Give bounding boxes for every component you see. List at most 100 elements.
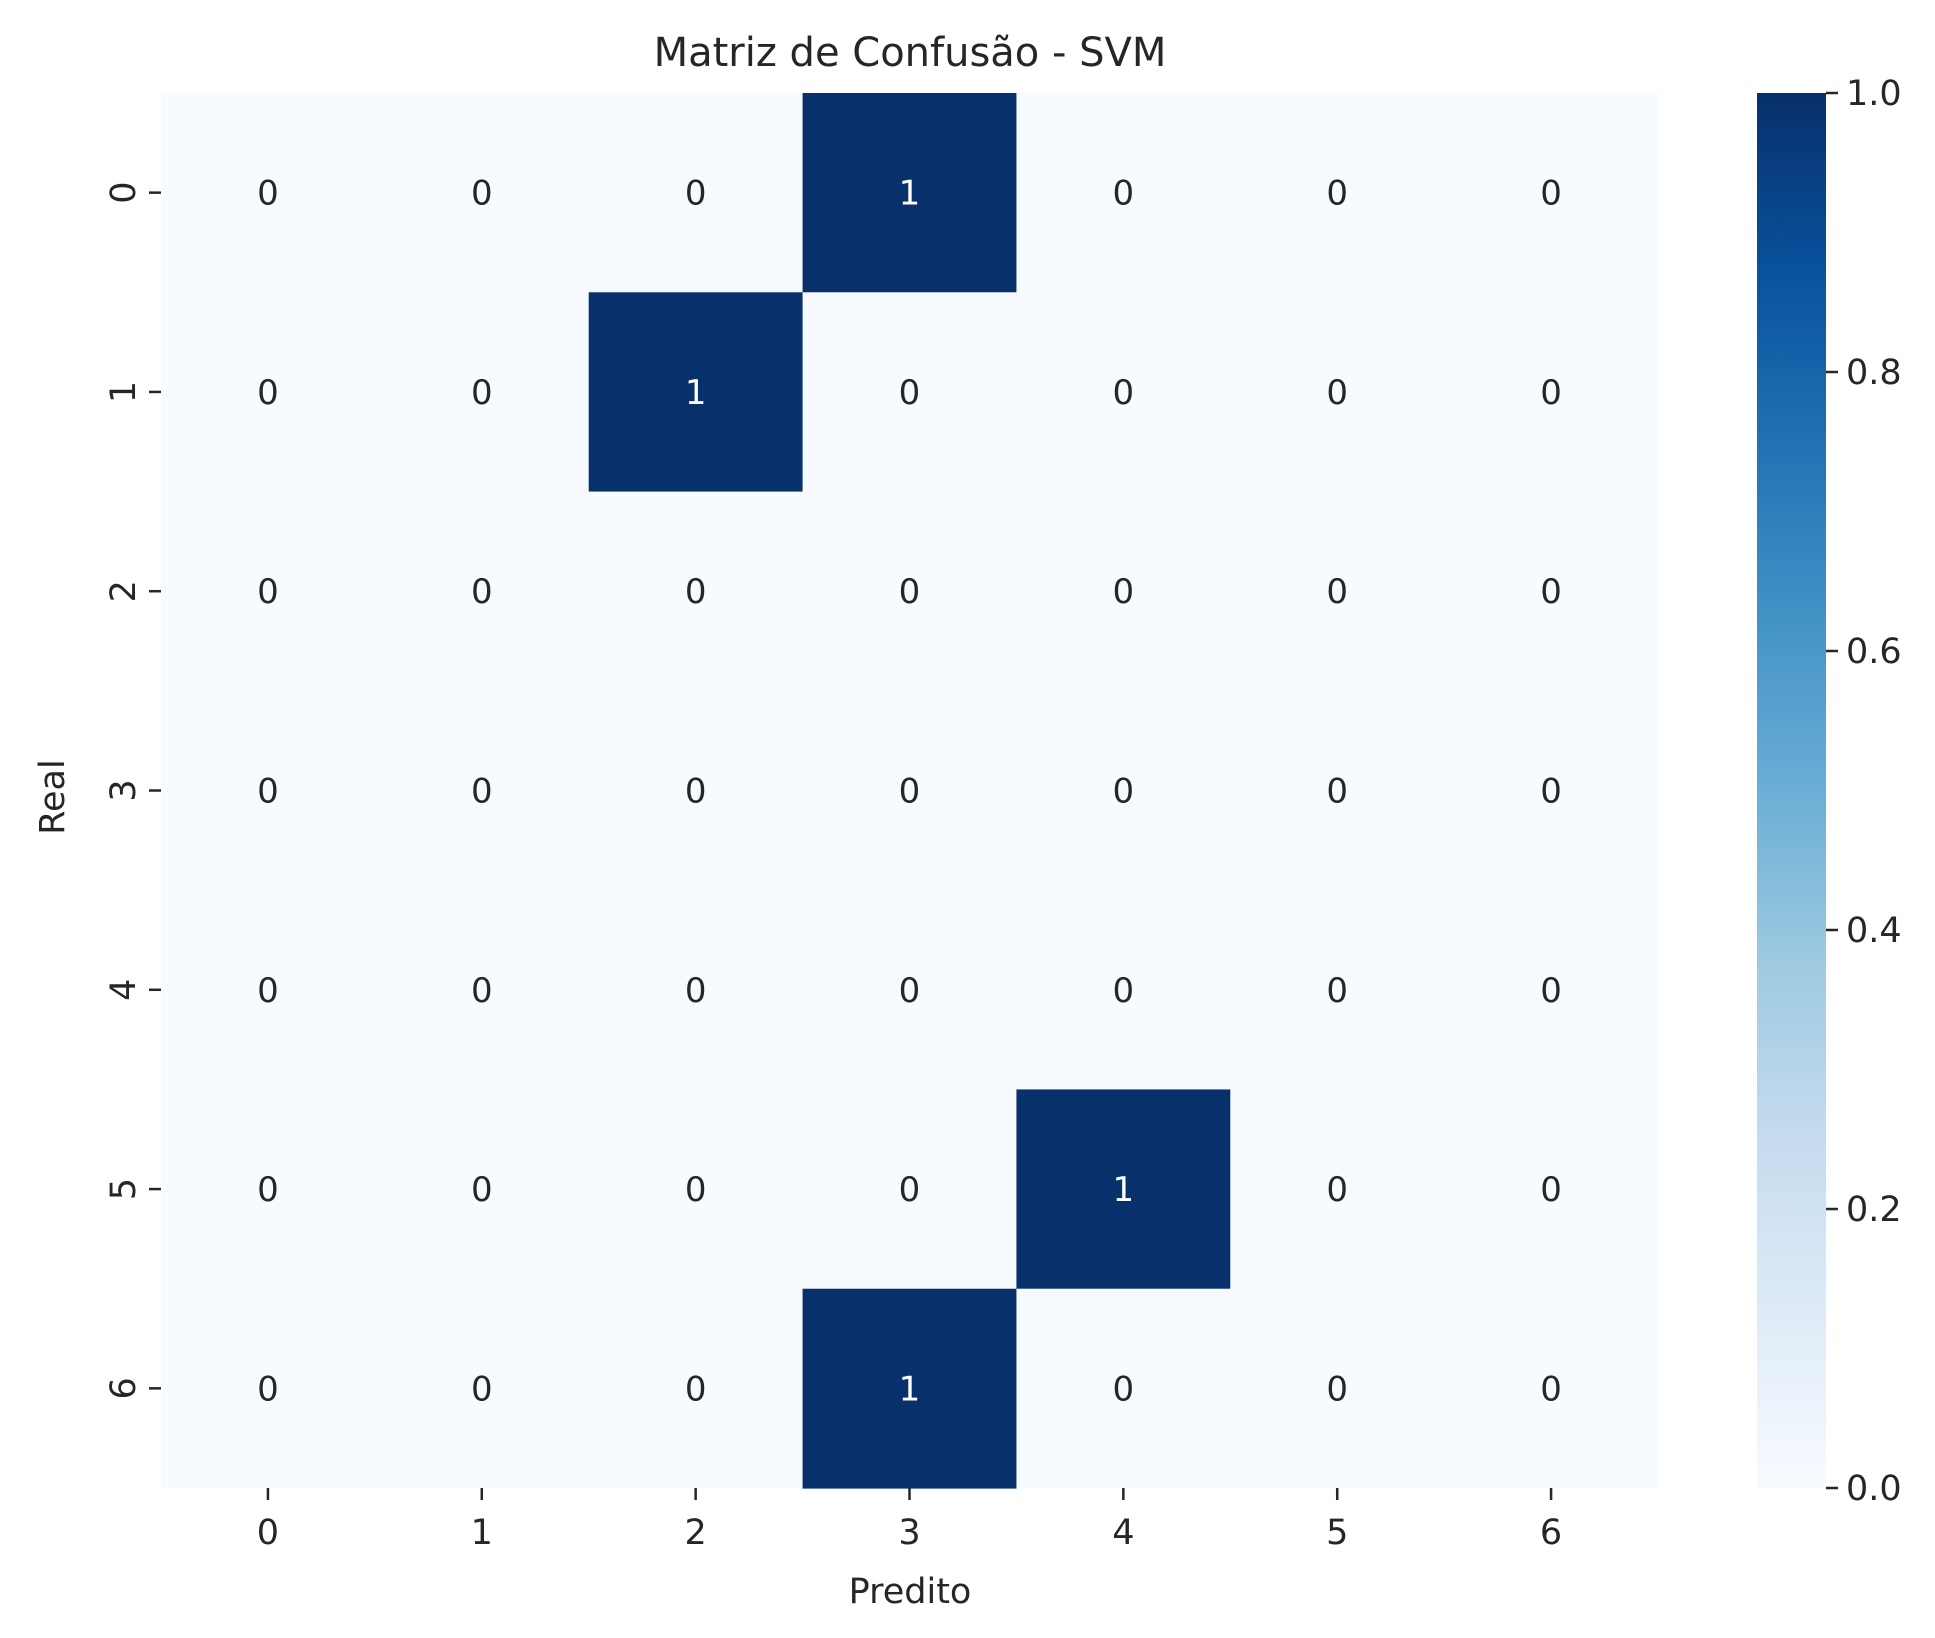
y-axis-label: Real [33, 759, 73, 834]
heatmap-cell-r2-c1 [374, 491, 590, 692]
y-tick-label-5: 5 [104, 1178, 144, 1200]
heatmap-cell-r5-c4 [1016, 1089, 1231, 1290]
colorbar-tick-label-2: 0.4 [1846, 911, 1902, 951]
heatmap-cell-r4-c5 [1230, 890, 1445, 1091]
cell-value-r2-c0: 0 [257, 572, 279, 612]
heatmap-cell-r1-c5 [1230, 292, 1445, 493]
x-axis-label: Predito [849, 1572, 972, 1612]
cell-value-r5-c1: 0 [471, 1170, 493, 1210]
cell-value-r6-c5: 0 [1326, 1369, 1348, 1409]
heatmap-cells [161, 93, 1659, 1489]
x-tick-label-2: 2 [685, 1513, 707, 1553]
heatmap-cell-r0-c2 [588, 93, 804, 293]
heatmap-cell-r0-c5 [1230, 93, 1445, 293]
heatmap-cell-r4-c1 [374, 890, 590, 1091]
cell-value-r0-c0: 0 [257, 174, 279, 214]
x-tick-label-6: 6 [1540, 1513, 1562, 1553]
cell-value-r1-c6: 0 [1540, 373, 1562, 413]
heatmap-cell-r1-c6 [1444, 292, 1659, 493]
heatmap-cell-r4-c4 [1016, 890, 1231, 1091]
heatmap-cell-r1-c3 [802, 292, 1018, 493]
heatmap-cell-r2-c0 [161, 491, 376, 692]
cell-value-r4-c5: 0 [1326, 971, 1348, 1011]
cell-value-r3-c5: 0 [1326, 772, 1348, 812]
cell-value-r2-c3: 0 [899, 572, 921, 612]
cell-value-r0-c5: 0 [1326, 174, 1348, 214]
heatmap-cell-r6-c2 [588, 1288, 804, 1489]
cell-value-r6-c0: 0 [257, 1369, 279, 1409]
x-tick-label-5: 5 [1326, 1513, 1348, 1553]
heatmap-cell-r3-c4 [1016, 690, 1231, 891]
heatmap-cell-r4-c0 [161, 890, 376, 1091]
colorbar-tick-label-1: 0.2 [1846, 1190, 1902, 1230]
cell-value-r4-c6: 0 [1540, 971, 1562, 1011]
heatmap-cell-r3-c6 [1444, 690, 1659, 891]
colorbar-tick-label-3: 0.6 [1846, 632, 1902, 672]
cell-value-r6-c1: 0 [471, 1369, 493, 1409]
y-tick-label-4: 4 [104, 979, 144, 1001]
heatmap-cell-r2-c6 [1444, 491, 1659, 692]
colorbar [1757, 93, 1826, 1488]
heatmap-cell-r1-c2 [588, 292, 804, 493]
cell-value-r0-c3: 1 [899, 174, 921, 214]
cell-value-r3-c1: 0 [471, 772, 493, 812]
heatmap-cell-r0-c0 [161, 93, 376, 293]
heatmap-cell-r4-c3 [802, 890, 1018, 1091]
cell-value-r0-c6: 0 [1540, 174, 1562, 214]
heatmap-cell-r4-c6 [1444, 890, 1659, 1091]
cell-value-r3-c0: 0 [257, 772, 279, 812]
x-tick-label-4: 4 [1112, 1513, 1134, 1553]
heatmap-cell-r3-c1 [374, 690, 590, 891]
cell-value-r2-c2: 0 [685, 572, 707, 612]
cell-value-r3-c2: 0 [685, 772, 707, 812]
heatmap-cell-r5-c6 [1444, 1089, 1659, 1290]
cell-value-r1-c3: 0 [899, 373, 921, 413]
heatmap-cell-r2-c2 [588, 491, 804, 692]
cell-value-r3-c3: 0 [899, 772, 921, 812]
cell-value-r6-c6: 0 [1540, 1369, 1562, 1409]
heatmap-cell-r3-c0 [161, 690, 376, 891]
heatmap-cell-r6-c4 [1016, 1288, 1231, 1489]
heatmap-cell-r6-c0 [161, 1288, 376, 1489]
heatmap-cell-r2-c5 [1230, 491, 1445, 692]
cell-value-r5-c2: 0 [685, 1170, 707, 1210]
heatmap-cell-r6-c5 [1230, 1288, 1445, 1489]
cell-value-r2-c4: 0 [1113, 572, 1135, 612]
cell-value-r5-c0: 0 [257, 1170, 279, 1210]
heatmap-cell-r1-c4 [1016, 292, 1231, 493]
heatmap-cell-r6-c1 [374, 1288, 590, 1489]
heatmap-cell-r0-c3 [802, 93, 1018, 293]
cell-value-r4-c3: 0 [899, 971, 921, 1011]
cell-value-r1-c4: 0 [1113, 373, 1135, 413]
cell-value-r5-c4: 1 [1113, 1170, 1135, 1210]
heatmap-cell-r3-c2 [588, 690, 804, 891]
cell-value-r2-c6: 0 [1540, 572, 1562, 612]
cell-value-r1-c1: 0 [471, 373, 493, 413]
cell-value-r5-c6: 0 [1540, 1170, 1562, 1210]
heatmap-cell-r0-c6 [1444, 93, 1659, 293]
cell-value-r2-c1: 0 [471, 572, 493, 612]
cell-value-r4-c0: 0 [257, 971, 279, 1011]
heatmap-cell-r4-c2 [588, 890, 804, 1091]
heatmap-cell-r5-c5 [1230, 1089, 1445, 1290]
cell-value-r5-c3: 0 [899, 1170, 921, 1210]
x-tick-label-3: 3 [898, 1513, 920, 1553]
y-tick-label-6: 6 [104, 1377, 144, 1399]
x-tick-label-1: 1 [471, 1513, 493, 1553]
x-axis-ticks: 0 1 2 3 4 5 6 [257, 1488, 1562, 1553]
cell-value-r3-c6: 0 [1540, 772, 1562, 812]
cell-value-r6-c2: 0 [685, 1369, 707, 1409]
y-tick-label-1: 1 [104, 381, 144, 403]
heatmap-cell-r1-c0 [161, 292, 376, 493]
chart-title: Matriz de Confusão - SVM [654, 30, 1167, 76]
cell-value-r1-c5: 0 [1326, 373, 1348, 413]
cell-value-r1-c0: 0 [257, 373, 279, 413]
cell-value-r4-c1: 0 [471, 971, 493, 1011]
heatmap-cell-r5-c1 [374, 1089, 590, 1290]
heatmap-cell-r3-c5 [1230, 690, 1445, 891]
colorbar-tick-label-5: 1.0 [1846, 74, 1902, 114]
cell-value-r0-c2: 0 [685, 174, 707, 214]
heatmap-cell-r5-c3 [802, 1089, 1018, 1290]
heatmap-cell-r1-c1 [374, 292, 590, 493]
